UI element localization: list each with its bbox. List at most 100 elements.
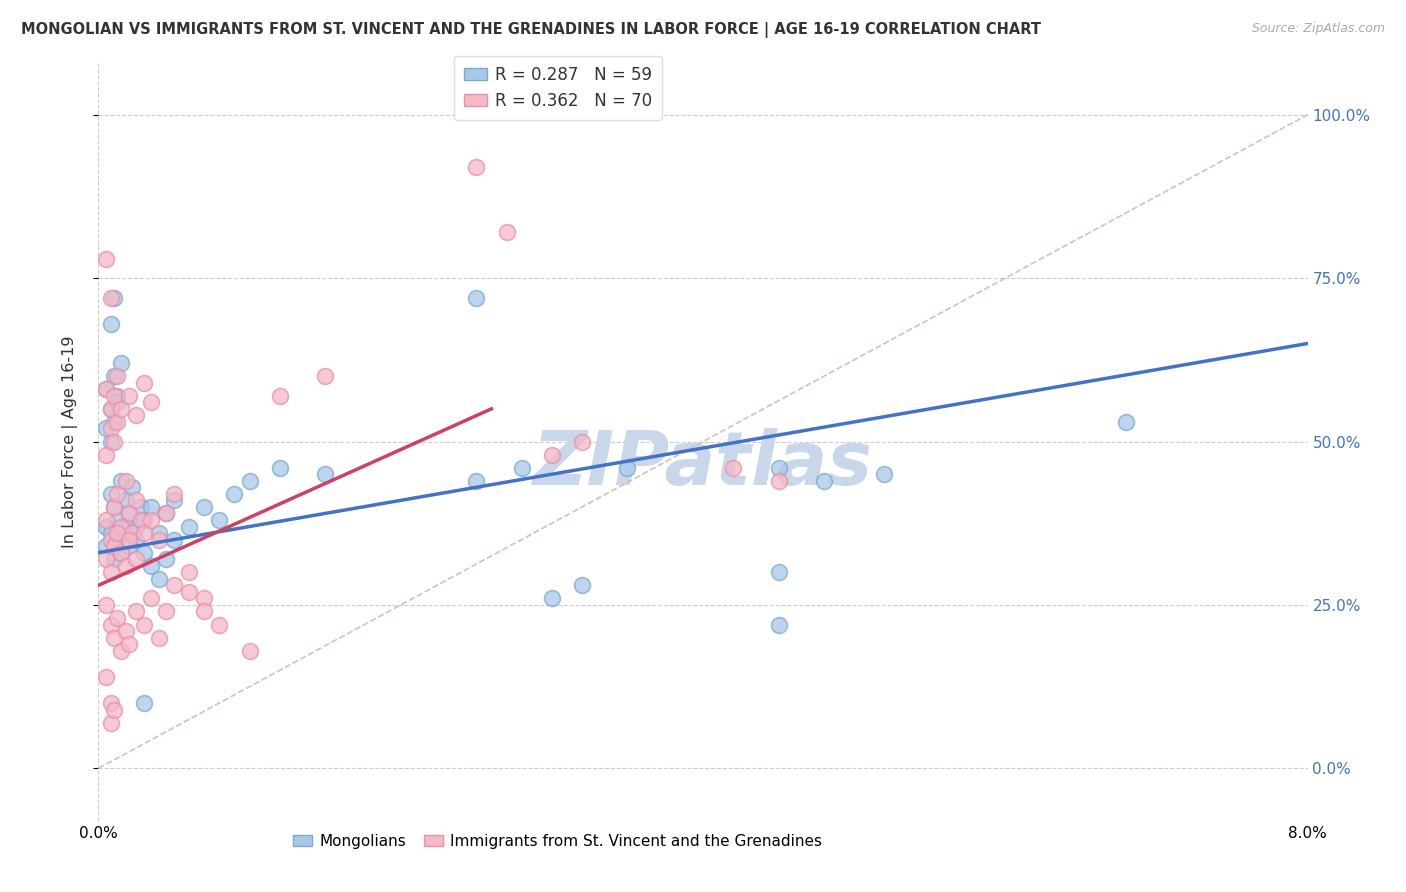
Point [141,513,163,527]
Point [269,460,291,475]
Point [125,533,148,547]
Point [110,519,132,533]
Point [100,317,122,331]
Point [163,578,186,592]
Point [100,434,122,449]
Point [110,546,132,560]
Point [103,369,125,384]
Point [193,591,215,606]
Point [121,480,143,494]
Point [114,519,136,533]
Point [148,631,170,645]
Point [94,421,117,435]
Point [141,395,163,409]
Text: MONGOLIAN VS IMMIGRANTS FROM ST. VINCENT AND THE GRENADINES IN LABOR FORCE | AGE: MONGOLIAN VS IMMIGRANTS FROM ST. VINCENT… [21,22,1040,38]
Point [540,591,562,606]
Point [768,566,790,580]
Point [129,513,152,527]
Point [873,467,896,482]
Point [94,513,117,527]
Point [141,591,163,606]
Point [103,291,125,305]
Point [132,526,155,541]
Point [100,526,122,541]
Point [465,291,488,305]
Point [110,356,132,370]
Point [110,643,132,657]
Point [155,507,177,521]
Point [571,578,593,592]
Point [125,409,148,423]
Point [208,617,231,632]
Point [121,526,143,541]
Point [179,519,201,533]
Point [110,401,132,416]
Point [100,401,122,416]
Point [94,670,117,684]
Point [100,421,122,435]
Point [148,526,170,541]
Point [125,519,148,533]
Point [94,382,117,396]
Point [118,507,141,521]
Point [94,519,117,533]
Point [314,467,336,482]
Point [125,493,148,508]
Point [155,552,177,566]
Point [114,474,136,488]
Point [132,376,155,390]
Point [193,500,215,514]
Point [100,401,122,416]
Point [571,434,593,449]
Point [125,552,148,566]
Point [129,500,152,514]
Point [224,487,246,501]
Point [110,474,132,488]
Point [239,474,262,488]
Text: ZIPatlas: ZIPatlas [533,428,873,500]
Point [100,533,122,547]
Point [465,474,488,488]
Point [132,513,155,527]
Point [103,434,125,449]
Point [94,252,117,266]
Point [94,552,117,566]
Point [155,507,177,521]
Point [94,382,117,396]
Point [314,369,336,384]
Point [163,533,186,547]
Point [141,558,163,573]
Point [118,637,141,651]
Point [132,696,155,710]
Y-axis label: In Labor Force | Age 16-19: In Labor Force | Age 16-19 [62,335,77,548]
Point [540,448,562,462]
Point [1115,415,1137,429]
Point [121,526,143,541]
Point [495,226,517,240]
Point [100,291,122,305]
Text: Source: ZipAtlas.com: Source: ZipAtlas.com [1251,22,1385,36]
Point [179,585,201,599]
Point [616,460,638,475]
Point [510,460,533,475]
Point [132,617,155,632]
Point [148,533,170,547]
Point [94,598,117,612]
Point [125,605,148,619]
Point [103,702,125,716]
Point [813,474,835,488]
Point [103,552,125,566]
Point [118,507,141,521]
Point [100,617,122,632]
Point [193,605,215,619]
Point [118,389,141,403]
Point [465,160,488,174]
Point [105,389,128,403]
Point [155,605,177,619]
Point [105,526,128,541]
Point [239,643,262,657]
Point [100,487,122,501]
Point [114,493,136,508]
Point [94,539,117,553]
Point [103,389,125,403]
